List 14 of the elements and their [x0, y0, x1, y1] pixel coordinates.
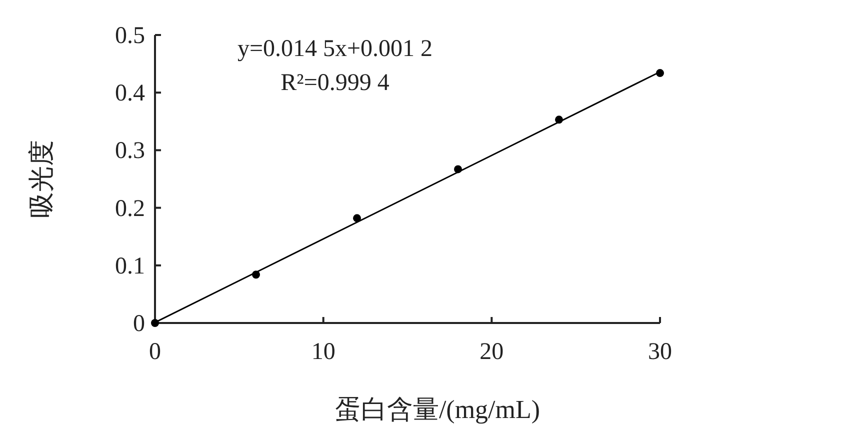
y-tick-label: 0.5: [115, 23, 145, 49]
y-tick-label: 0: [133, 311, 145, 337]
y-axis-title: 吸光度: [27, 140, 56, 218]
x-axis-title: 蛋白含量/(mg/mL): [334, 395, 540, 424]
annotation: R²=0.999 4: [280, 70, 390, 96]
y-tick-label: 0.3: [115, 138, 145, 164]
y-tick-label: 0.2: [115, 196, 145, 222]
y-tick-label: 0.4: [115, 80, 145, 107]
x-tick-label: 30: [648, 339, 672, 365]
x-tick-label: 10: [311, 339, 336, 365]
x-tick-label: 20: [480, 339, 504, 365]
y-tick-label: 0.1: [115, 253, 145, 280]
x-tick-label: 0: [149, 339, 161, 365]
annotation: y=0.014 5x+0.001 2: [237, 36, 433, 62]
